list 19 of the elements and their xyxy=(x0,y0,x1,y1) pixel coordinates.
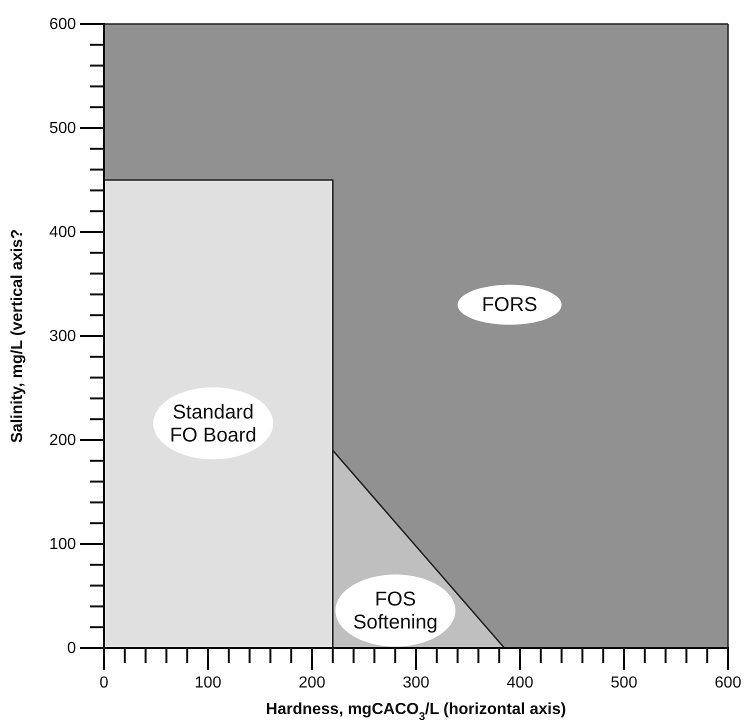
series-label: Standard FO Board xyxy=(170,401,257,446)
y-tick-label: 200 xyxy=(49,432,76,450)
x-tick-label: 300 xyxy=(402,674,430,692)
y-tick-label: 100 xyxy=(49,536,76,554)
x-tick-label: 200 xyxy=(298,674,326,692)
y-axis-title: Salinity, mg/L (vertical axis? xyxy=(9,229,26,443)
y-tick-label: 500 xyxy=(49,120,76,138)
x-tick-label: 600 xyxy=(714,674,742,692)
band-label: FORS xyxy=(482,294,538,316)
x-tick-label: 0 xyxy=(100,674,109,692)
x-tick-label: 500 xyxy=(610,674,638,692)
y-tick-label: 300 xyxy=(49,328,76,346)
x-tick-label: 400 xyxy=(506,674,534,692)
y-tick-label: 600 xyxy=(49,16,76,34)
y-tick-label: 0 xyxy=(67,640,76,658)
y-tick-label: 400 xyxy=(49,224,76,242)
series-label: FOS Softening xyxy=(353,588,438,634)
x-axis-title: Hardness, mgCACO$_{3}$/L (horizontal axis) xyxy=(266,701,566,723)
x-tick-label: 100 xyxy=(194,674,222,692)
